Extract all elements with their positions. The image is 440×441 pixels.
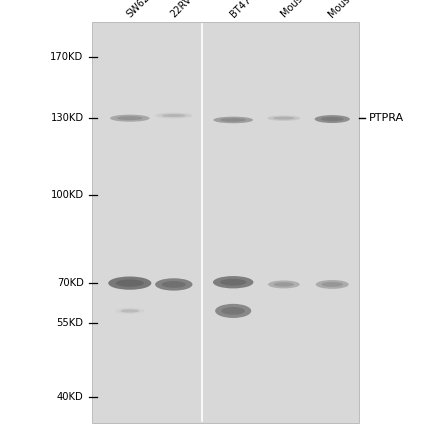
Ellipse shape: [117, 116, 143, 120]
Ellipse shape: [213, 116, 253, 123]
Ellipse shape: [116, 280, 144, 287]
Ellipse shape: [268, 280, 300, 288]
Text: 100KD: 100KD: [51, 190, 84, 200]
Ellipse shape: [322, 282, 343, 287]
Text: PTPRA: PTPRA: [369, 113, 404, 123]
Text: 55KD: 55KD: [57, 318, 84, 328]
Ellipse shape: [155, 113, 193, 118]
Ellipse shape: [316, 280, 349, 289]
Ellipse shape: [273, 117, 294, 120]
Ellipse shape: [213, 276, 253, 288]
Ellipse shape: [220, 279, 246, 286]
Ellipse shape: [115, 308, 144, 314]
Ellipse shape: [108, 277, 151, 290]
Ellipse shape: [274, 282, 294, 287]
Ellipse shape: [215, 304, 251, 318]
Text: 70KD: 70KD: [57, 278, 84, 288]
Ellipse shape: [161, 114, 186, 117]
Text: Mouse kidney: Mouse kidney: [327, 0, 382, 20]
Ellipse shape: [110, 115, 150, 122]
FancyBboxPatch shape: [92, 22, 359, 423]
Ellipse shape: [221, 307, 245, 315]
Ellipse shape: [161, 281, 186, 288]
Text: Mouse brain: Mouse brain: [279, 0, 329, 20]
Ellipse shape: [321, 117, 344, 121]
Text: BT474: BT474: [228, 0, 257, 20]
Text: 40KD: 40KD: [57, 392, 84, 402]
Text: 170KD: 170KD: [50, 52, 84, 62]
Ellipse shape: [121, 309, 139, 313]
Text: 130KD: 130KD: [51, 113, 84, 123]
Text: SW620: SW620: [125, 0, 156, 20]
Ellipse shape: [155, 278, 193, 291]
Ellipse shape: [315, 115, 350, 123]
Ellipse shape: [220, 118, 246, 122]
Ellipse shape: [268, 116, 301, 121]
Text: 22RV-1: 22RV-1: [169, 0, 200, 20]
